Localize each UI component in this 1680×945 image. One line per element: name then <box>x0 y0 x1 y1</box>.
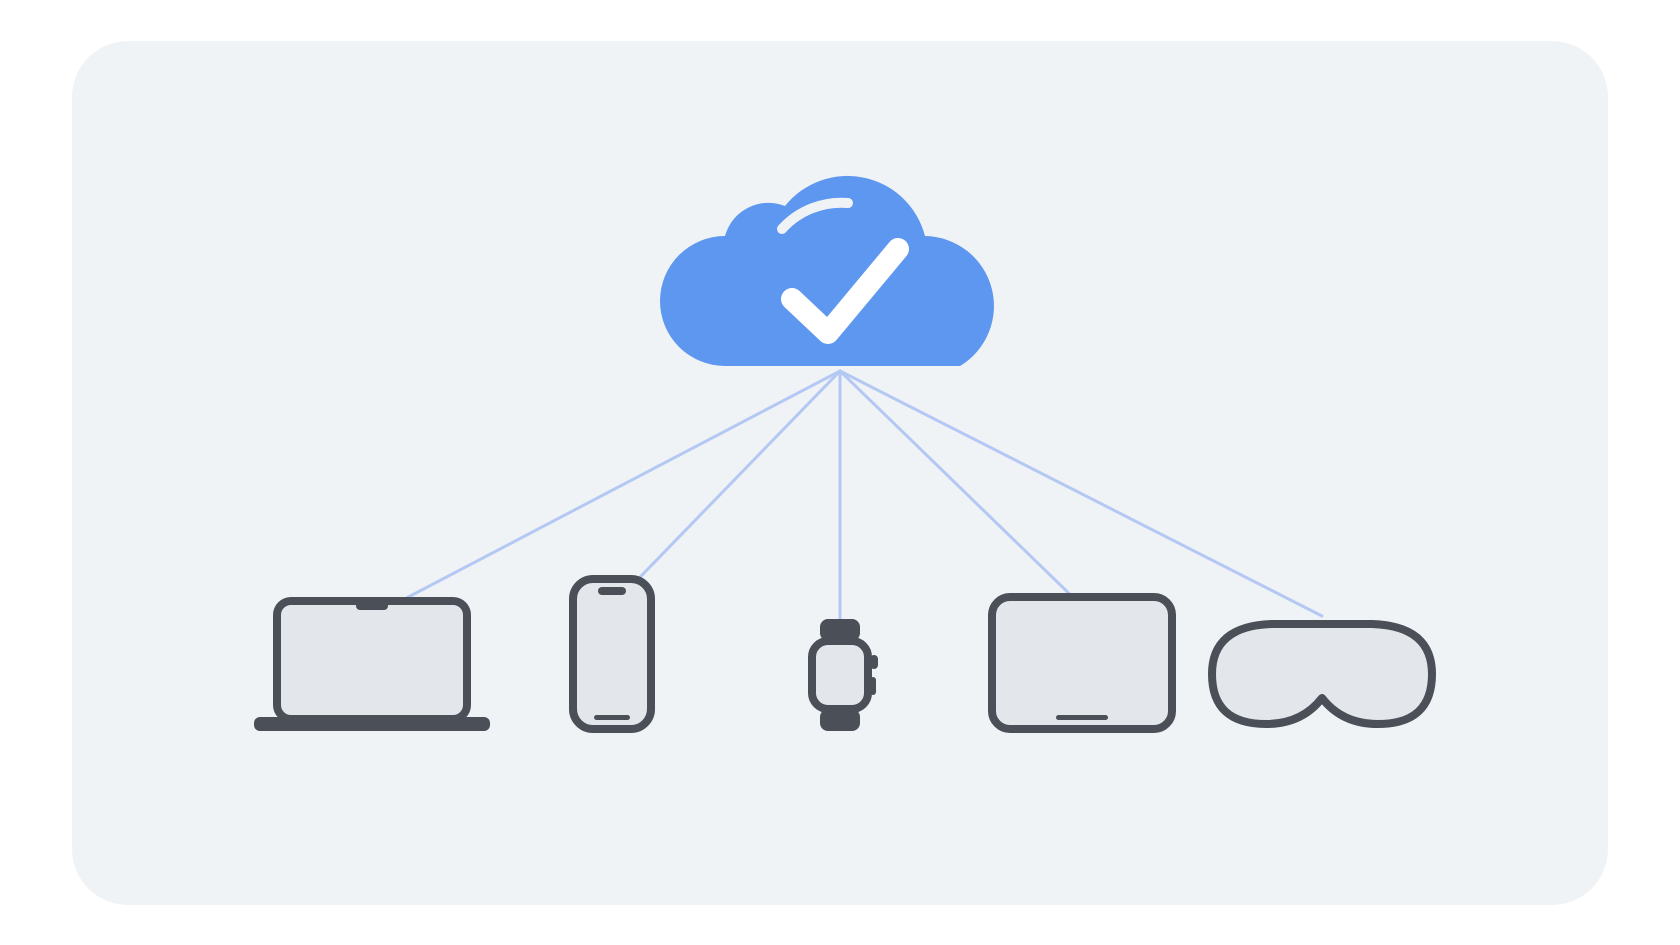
connector-lines <box>372 371 1322 631</box>
cloud-check-icon <box>660 175 994 365</box>
edge-tablet <box>840 371 1082 606</box>
laptop-icon <box>254 600 490 731</box>
headset-icon <box>1212 624 1432 724</box>
phone-icon <box>573 579 651 729</box>
edge-headset <box>840 371 1322 616</box>
watch-icon <box>812 619 878 731</box>
edge-phone <box>612 371 840 606</box>
tablet-icon <box>992 597 1172 729</box>
sync-diagram <box>72 41 1608 905</box>
